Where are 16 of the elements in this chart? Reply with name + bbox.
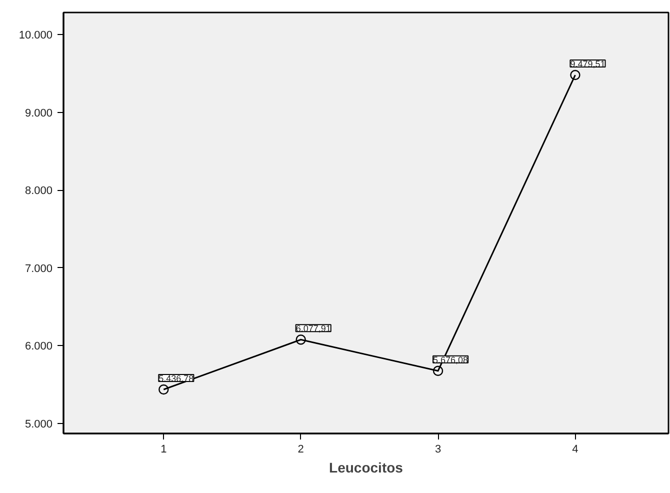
x-axis-title: Leucocitos <box>329 460 404 476</box>
y-tick-label: 6.000 <box>24 340 53 353</box>
data-label: 5.676,08 <box>433 354 468 365</box>
y-tick-label: 8.000 <box>24 185 53 198</box>
y-tick-label: 5.000 <box>24 418 53 430</box>
y-tick-label: 10.000 <box>18 30 53 42</box>
x-tick-label: 1 <box>160 444 167 456</box>
y-tick-label: 9.000 <box>24 107 53 120</box>
x-tick-label: 3 <box>434 444 442 456</box>
x-tick-label: 2 <box>298 444 304 456</box>
point <box>432 366 444 376</box>
y-tick-label: 7.000 <box>24 262 53 275</box>
point <box>158 384 169 395</box>
point <box>296 334 306 345</box>
point <box>570 70 580 80</box>
x-tick-label: 4 <box>572 444 578 456</box>
